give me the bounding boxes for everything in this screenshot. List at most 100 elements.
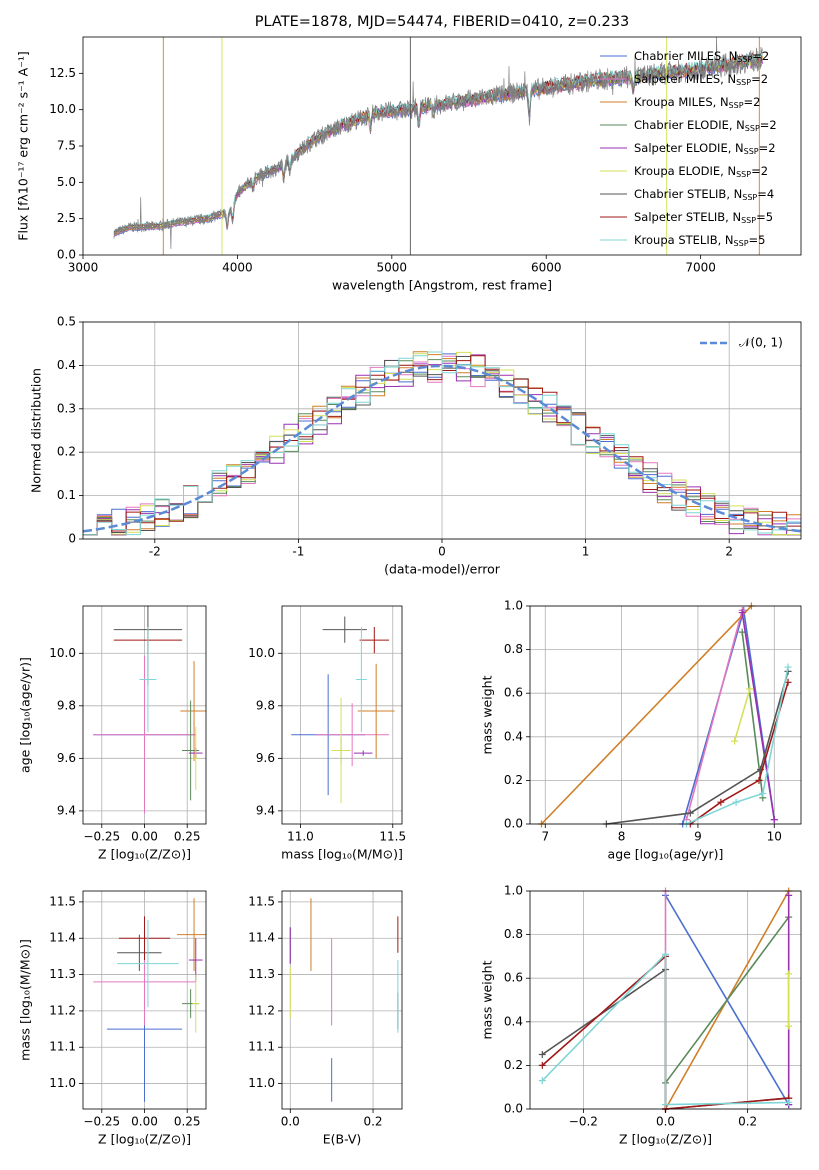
y-axis-label: Flux [fλ10⁻¹⁷ erg cm⁻² s⁻¹ A⁻¹]: [16, 51, 31, 240]
point-marker: [538, 1061, 546, 1069]
y-tick-label: 12.5: [49, 66, 76, 80]
point-marker: [785, 1022, 793, 1030]
legend-label: Kroupa ELODIE, N: [634, 164, 736, 178]
legend-entry: Kroupa ELODIE, NSSP=2: [634, 164, 768, 179]
legend-tail: =4: [757, 187, 774, 201]
axes-frame: [281, 890, 403, 1110]
y-tick-label: 9.8: [256, 698, 275, 712]
legend-entry: Salpeter MILES, NSSP=2: [634, 72, 768, 87]
point-marker: [770, 816, 778, 824]
legend-sub: SSP: [729, 101, 744, 110]
error-bars: [93, 898, 206, 1102]
series-line: [681, 610, 776, 825]
x-tick-label: -1: [292, 545, 304, 559]
y-axis-label: mass [log₁₀(M/M⊙)]: [18, 939, 33, 1061]
y-tick-label: 0.1: [57, 488, 76, 502]
panel-age_vs_Z: −0.25 0.00 0.25 9.4 9.6 9.8 10.0 Z [log₁₀(Z/Z⊙)…: [18, 605, 207, 862]
legend-label: Salpeter MILES, N: [634, 72, 736, 86]
legend-sub: SSP: [737, 55, 752, 64]
y-tick-label: 0.6: [504, 686, 523, 700]
y-tick-label: 11.4: [49, 931, 76, 945]
panel-massweight_vs_Z: −0.2 0.0 0.2 0.0 0.2 0.4 0.6 0.8 1.0 Z [log₁₀(Z/Z…: [480, 884, 802, 1147]
y-tick-label: 1.0: [504, 884, 523, 898]
chart-title: PLATE=1878, MJD=54474, FIBERID=0410, z=0…: [255, 14, 629, 30]
legend-tail: =2: [751, 72, 768, 86]
legend-sub: SSP: [742, 193, 757, 202]
point-marker: [785, 1098, 793, 1106]
y-tick-label: 11.5: [49, 894, 76, 908]
x-tick-label: 1: [582, 545, 590, 559]
y-tick-label: 0.2: [504, 1058, 523, 1072]
error-bars: [289, 898, 399, 1102]
histograms: [83, 351, 801, 536]
y-tick-label: 0.4: [504, 1014, 523, 1028]
histogram-step: [83, 351, 801, 536]
y-tick-label: 1.0: [504, 599, 523, 613]
legend-tail: =2: [752, 49, 769, 63]
y-tick-label: 0.8: [504, 642, 523, 656]
point-marker: [662, 950, 669, 958]
y-tick-label: 0.3: [57, 401, 76, 415]
point-marker: [759, 789, 767, 797]
x-tick-label: 7: [541, 830, 549, 844]
y-tick-label: 11.4: [248, 931, 275, 945]
x-axis-label: Z [log₁₀(Z/Z⊙)]: [98, 1132, 191, 1147]
panel-mass_vs_ebv: 0.0 0.2 11.0 11.1 11.2 11.3 11.4 11.5 E(B-V): [248, 890, 403, 1147]
axes-frame: [529, 605, 802, 825]
x-tick-label: 0.25: [174, 830, 201, 844]
y-tick-label: 0.8: [504, 927, 523, 941]
x-axis-label: mass [log₁₀(M/M⊙)]: [281, 847, 403, 862]
legend-label: Chabrier ELODIE, N: [634, 118, 745, 132]
x-tick-label: 0.0: [281, 1115, 300, 1129]
y-tick-label: 10.0: [248, 646, 275, 660]
y-tick-label: 11.2: [248, 1003, 275, 1017]
x-tick-label: 6000: [531, 261, 562, 275]
spectrum-lines: [113, 37, 763, 255]
x-axis-label: Z [log₁₀(Z/Z⊙)]: [98, 847, 191, 862]
legend-tail: =2: [751, 164, 768, 178]
x-tick-label: 2: [725, 545, 733, 559]
y-tick-label: 9.6: [57, 751, 76, 765]
y-tick-label: 11.3: [248, 967, 275, 981]
point-marker: [538, 1051, 546, 1058]
x-tick-label: 7000: [685, 261, 716, 275]
series-line: [689, 682, 789, 825]
legend-label: Salpeter ELODIE, N: [634, 141, 744, 155]
axes-frame: [281, 605, 403, 825]
series-lines: [538, 887, 793, 1113]
y-axis-label: Normed distribution: [29, 368, 44, 493]
x-tick-label: 11.5: [379, 830, 406, 844]
point-marker: [717, 798, 725, 806]
legend-sub: SSP: [745, 124, 760, 133]
x-tick-label: 0: [438, 545, 446, 559]
legend-entry: 𝒩(0, 1): [739, 336, 783, 350]
legend-sub: SSP: [734, 239, 749, 248]
x-tick-label: 0.00: [131, 830, 158, 844]
y-axis-label: age [log₁₀(age/yr)]: [18, 657, 33, 773]
y-tick-label: 0.2: [504, 773, 523, 787]
legend-tail: =5: [749, 233, 766, 247]
legend-entry: Chabrier MILES, NSSP=2: [634, 49, 769, 64]
x-tick-label: 0.2: [363, 1115, 382, 1129]
x-tick-label: 9: [694, 830, 702, 844]
y-tick-label: 0.5: [57, 315, 76, 329]
y-tick-label: 11.1: [49, 1040, 76, 1054]
y-tick-label: 11.5: [248, 894, 275, 908]
panel-residuals: -2 -1 0 1 2 0 0.1 0.2 0.3 0.4 0.5 (data-model)/erro…: [29, 315, 802, 577]
x-axis-label: (data-model)/error: [384, 562, 501, 577]
point-marker: [784, 663, 792, 671]
x-axis-label: Z [log₁₀(Z/Z⊙)]: [619, 1132, 712, 1147]
y-tick-label: 5.0: [57, 175, 76, 189]
y-tick-label: 9.8: [57, 698, 76, 712]
panel-spectrum: 3000 4000 5000 6000 7000 0.0 2.5 5.0 7.5 10.0 12.5…: [16, 36, 802, 293]
y-tick-label: 11.0: [248, 1076, 275, 1090]
series-line: [606, 671, 789, 825]
panel-massweight_vs_age: 7 8 9 10 0.0 0.2 0.4 0.6 0.8 1.0 age [log₁₀(age/yr…: [480, 599, 802, 862]
y-tick-label: 10.0: [49, 102, 76, 116]
legend-entry: Kroupa MILES, NSSP=2: [634, 95, 760, 110]
series-line: [741, 612, 776, 820]
point-marker: [732, 798, 740, 806]
series-line: [540, 605, 752, 825]
point-marker: [662, 1101, 669, 1109]
x-tick-label: −0.25: [83, 1115, 120, 1129]
